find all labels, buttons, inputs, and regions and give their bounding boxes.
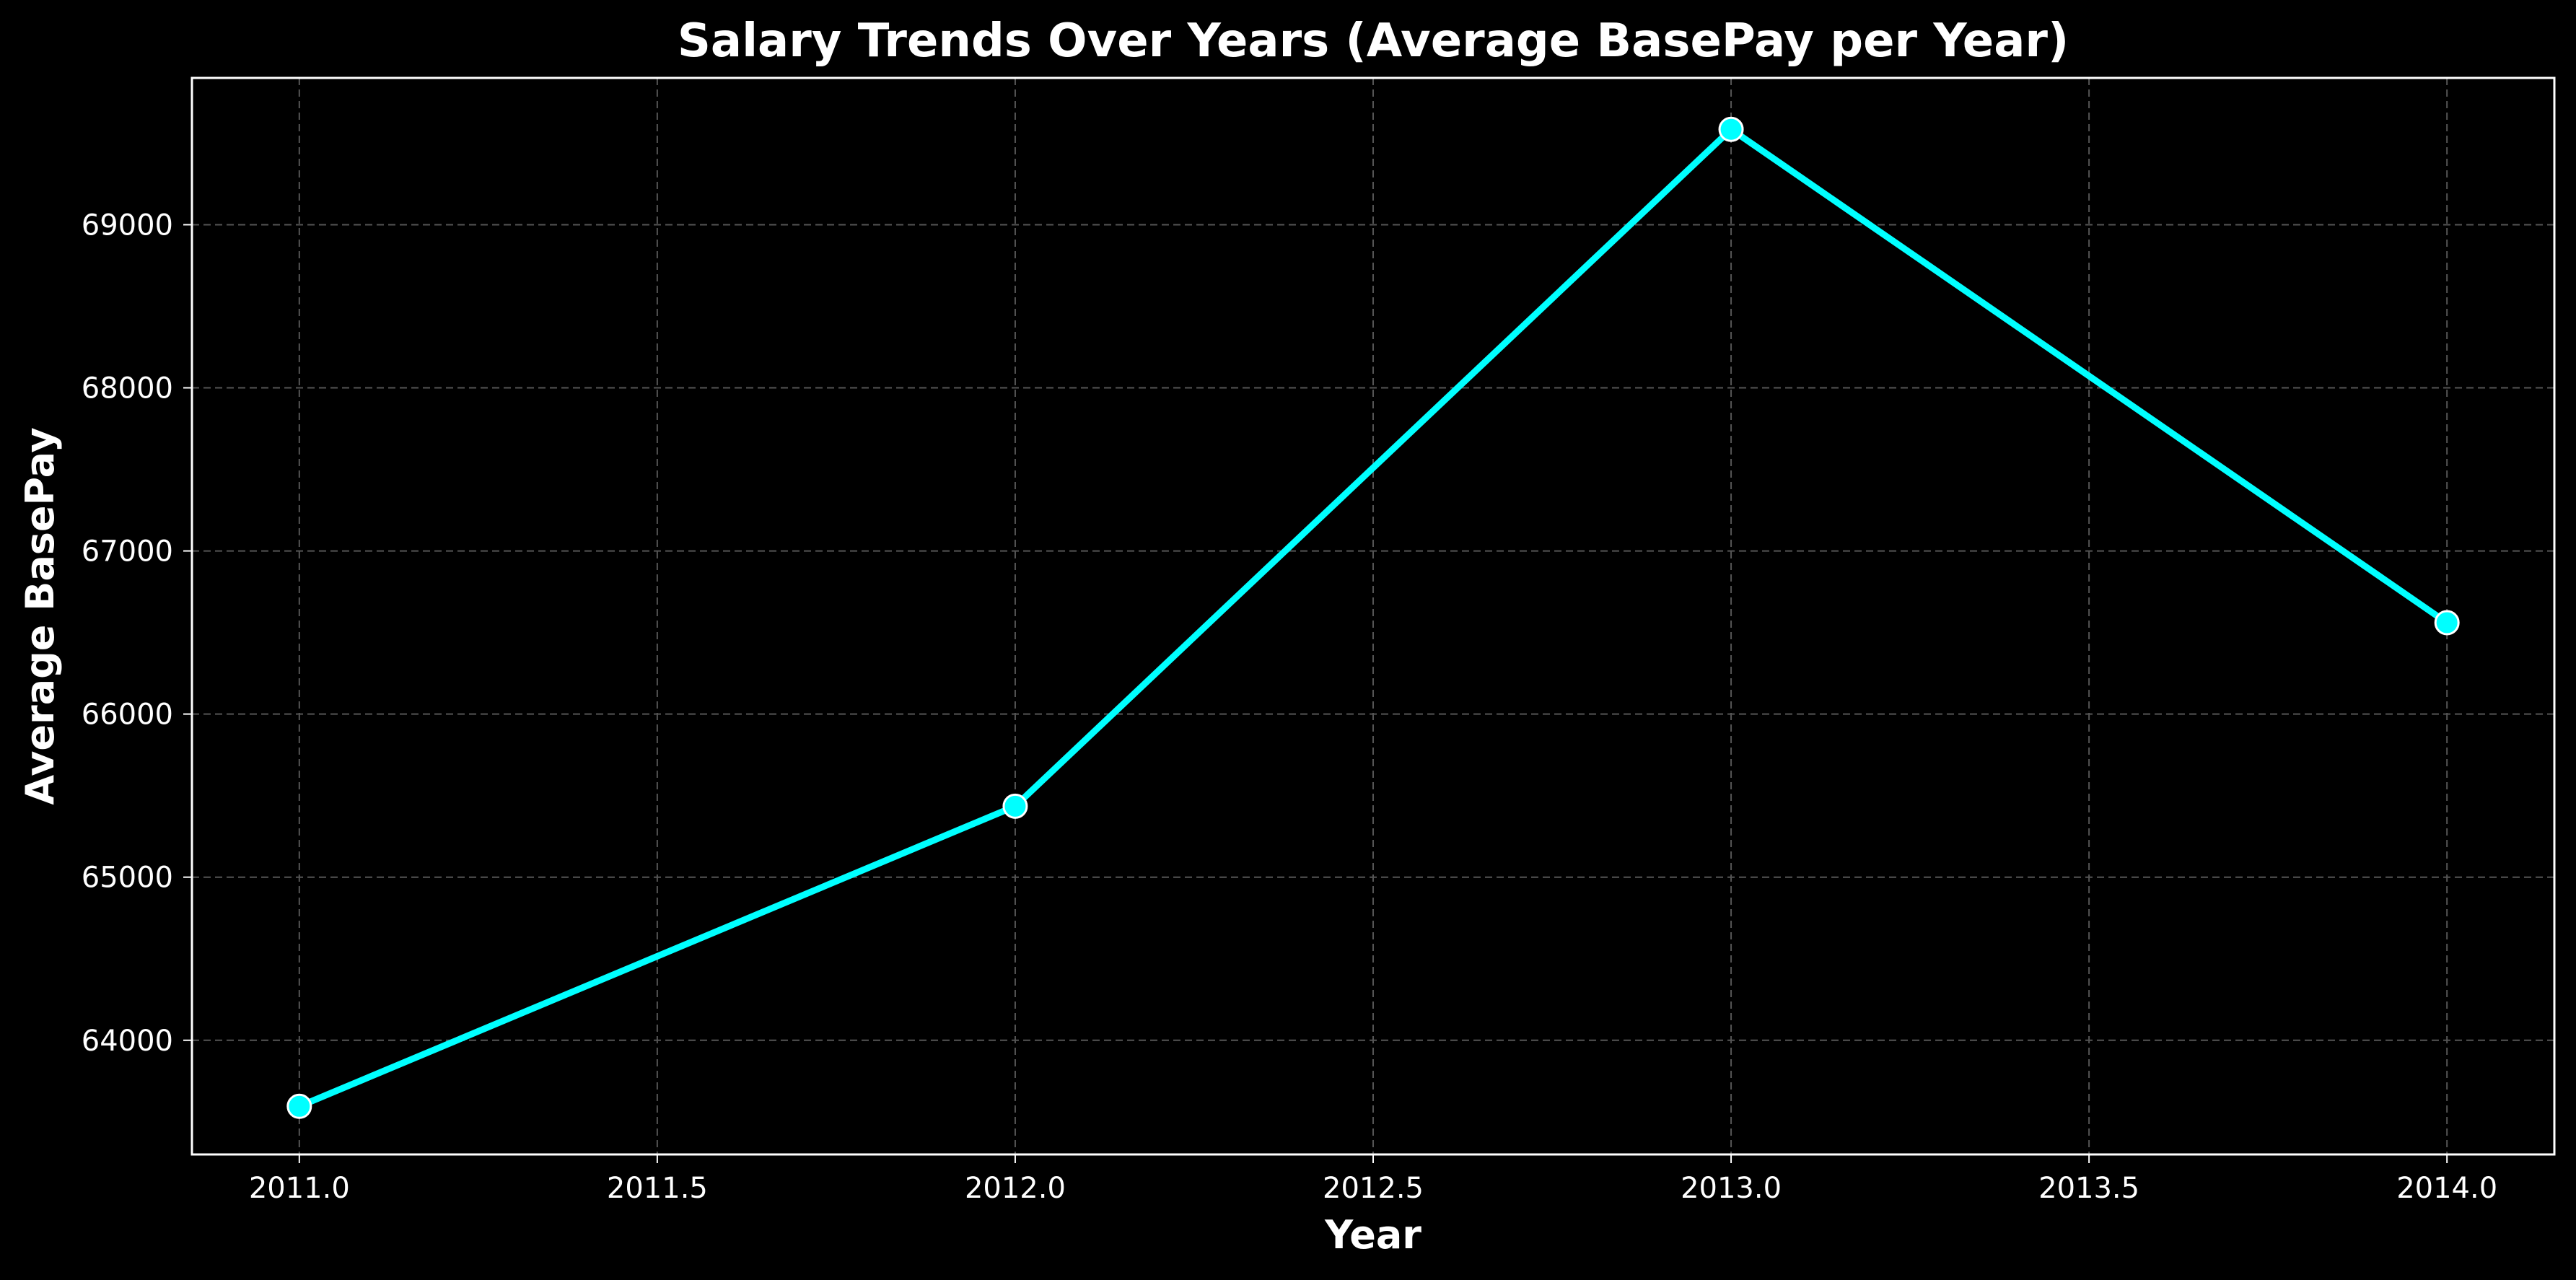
- x-tick-label: 2011.5: [607, 1172, 708, 1205]
- y-tick-label: 67000: [82, 535, 173, 569]
- data-point: [286, 1093, 312, 1119]
- x-tick-label: 2012.5: [1323, 1172, 1424, 1205]
- y-tick-label: 65000: [82, 862, 173, 895]
- x-axis-label: Year: [1324, 1212, 1421, 1258]
- tick-layer: 2011.0 2011.5 2012.0 2012.5 2013.0 2013.5 2014…: [82, 209, 2497, 1205]
- grid-layer: [192, 78, 2554, 1154]
- series-line: [296, 126, 2450, 1110]
- data-point: [1718, 116, 1744, 142]
- data-point: [1002, 793, 1028, 819]
- y-tick-label: 66000: [82, 698, 173, 732]
- y-tick-label: 68000: [82, 372, 173, 406]
- x-tick-label: 2014.0: [2396, 1172, 2497, 1205]
- y-tick-label: 64000: [82, 1025, 173, 1058]
- x-tick-label: 2013.5: [2038, 1172, 2139, 1205]
- x-tick-label: 2011.0: [249, 1172, 350, 1205]
- chart-title: Salary Trends Over Years (Average BasePa…: [678, 14, 2069, 68]
- y-tick-label: 69000: [82, 209, 173, 242]
- x-tick-label: 2012.0: [965, 1172, 1066, 1205]
- data-point: [2434, 610, 2460, 636]
- series-layer: [286, 116, 2460, 1119]
- x-tick-label: 2013.0: [1681, 1172, 1782, 1205]
- y-axis-label: Average BasePay: [17, 427, 63, 805]
